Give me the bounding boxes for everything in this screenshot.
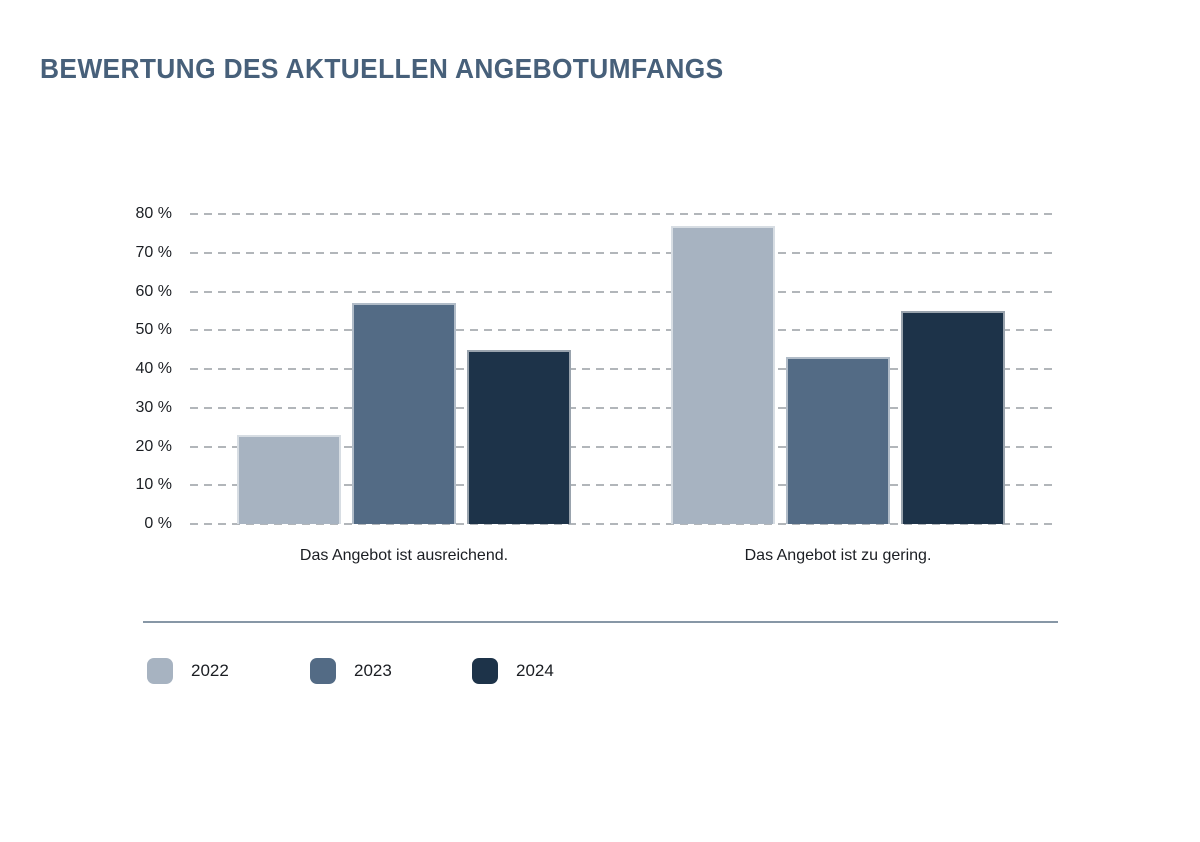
category-label-2: Das Angebot ist zu gering. — [744, 547, 932, 564]
bar-2022-group-1 — [237, 435, 341, 524]
legend-item-2024: 2024 — [472, 658, 554, 684]
legend-swatch-2023 — [310, 658, 336, 684]
gridline-70 — [190, 251, 1055, 254]
gridline-60 — [190, 290, 1055, 293]
bar-group-2 — [671, 214, 1005, 524]
legend-swatch-2022 — [147, 658, 173, 684]
chart-title: BEWERTUNG DES AKTUELLEN ANGEBOTUMFANGS — [40, 53, 724, 84]
y-axis-tick-labels: 80 % 70 % 60 % 50 % 40 % 30 % 20 % 10 % 0 % — [100, 205, 172, 532]
legend-label-2024: 2024 — [516, 661, 554, 680]
legend-label-2023: 2023 — [354, 661, 392, 680]
y-tick-label-50: 50 % — [135, 321, 172, 339]
x-axis-category-labels: Das Angebot ist ausreichend. Das Angebot … — [0, 547, 1200, 569]
gridline-20 — [190, 445, 1055, 448]
y-tick-label-60: 60 % — [135, 282, 172, 300]
plot-area — [190, 213, 1055, 525]
gridline-30 — [190, 406, 1055, 409]
bar-2023-group-2 — [786, 357, 890, 524]
chart-legend: 2022 2023 2024 — [0, 658, 1200, 684]
bar-2023-group-1 — [352, 303, 456, 524]
gridline-40 — [190, 368, 1055, 370]
bar-2022-group-2 — [671, 226, 775, 524]
y-tick-label-10: 10 % — [135, 476, 172, 494]
legend-label-2022: 2022 — [191, 661, 229, 680]
y-tick-label-70: 70 % — [135, 243, 172, 261]
category-label-1: Das Angebot ist ausreichend. — [299, 547, 509, 564]
legend-item-2023: 2023 — [310, 658, 392, 684]
y-tick-label-20: 20 % — [135, 437, 172, 455]
y-tick-label-80: 80 % — [135, 205, 172, 222]
gridline-10 — [190, 484, 1055, 487]
legend-swatch-2024 — [472, 658, 498, 684]
legend-divider — [143, 621, 1058, 623]
bar-2024-group-1 — [467, 350, 571, 524]
bar-2024-group-2 — [901, 311, 1005, 524]
y-tick-label-40: 40 % — [135, 360, 172, 377]
bar-group-1 — [237, 214, 571, 524]
legend-item-2022: 2022 — [147, 658, 229, 684]
y-tick-label-0: 0 % — [144, 515, 172, 532]
gridline-0 — [190, 523, 1055, 525]
gridline-80 — [190, 213, 1055, 215]
gridline-50 — [190, 329, 1055, 332]
y-tick-label-30: 30 % — [135, 398, 172, 416]
